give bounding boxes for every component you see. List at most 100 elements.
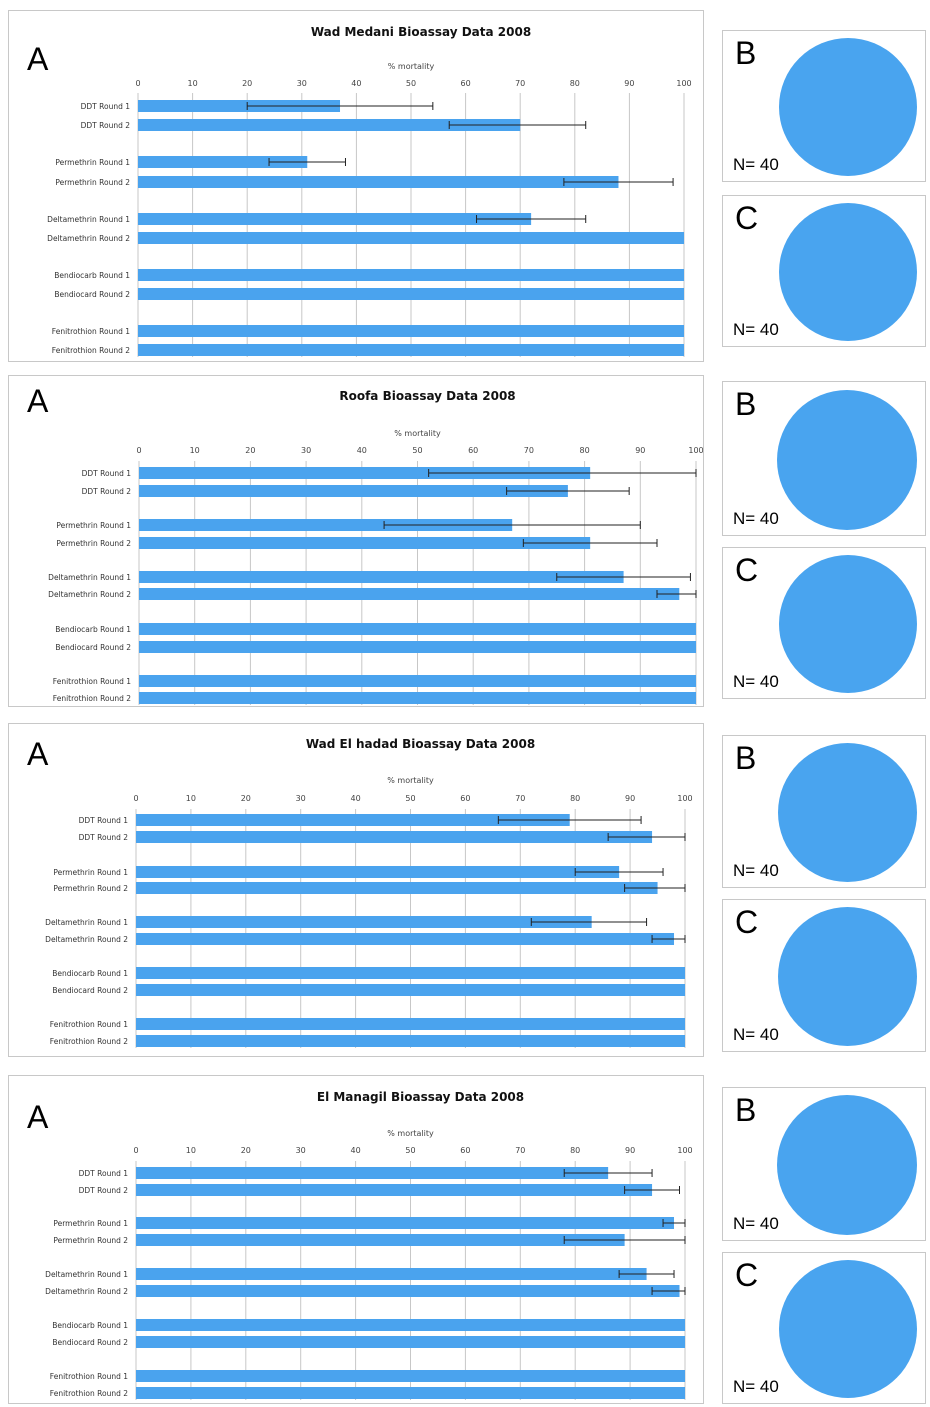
category-label: Deltamethrin Round 1 [47, 215, 130, 224]
category-label: Deltamethrin Round 1 [45, 918, 128, 927]
category-label: Bendiocard Round 2 [54, 290, 130, 299]
bar [138, 176, 619, 188]
x-tick-label: 10 [186, 1146, 196, 1155]
category-label: DDT Round 2 [79, 1186, 129, 1195]
bar [139, 675, 696, 687]
sample-size-label: N= 40 [733, 155, 779, 174]
sample-size-label: N= 40 [733, 509, 779, 528]
panel-letter-b: B [735, 1092, 757, 1128]
pie-chart [777, 389, 917, 530]
bar [138, 344, 684, 356]
pie-panel-c: C N= 40 [722, 1252, 926, 1404]
bar [138, 269, 684, 281]
bar [139, 641, 696, 653]
bar [136, 967, 685, 979]
panel-letter-a: A [27, 1099, 49, 1135]
x-tick-label: 20 [245, 446, 255, 455]
pie-panel-b: B N= 40 [722, 381, 926, 536]
bar [139, 485, 568, 497]
x-tick-label: 90 [624, 79, 634, 88]
pie-chart [779, 203, 917, 341]
panel-letter-b: B [735, 386, 757, 422]
category-label: Permethrin Round 1 [53, 1219, 128, 1228]
category-label: DDT Round 1 [79, 1169, 129, 1178]
x-tick-label: 90 [635, 446, 645, 455]
x-tick-label: 20 [241, 1146, 251, 1155]
x-tick-label: 50 [405, 1146, 415, 1155]
x-tick-label: 60 [460, 794, 470, 803]
bar [136, 916, 592, 928]
panel-letter-a: A [27, 383, 49, 419]
category-label: Permethrin Round 2 [56, 539, 131, 548]
panel-letter-a: A [27, 41, 49, 77]
category-label: DDT Round 2 [79, 833, 129, 842]
bar [136, 831, 653, 843]
x-tick-label: 30 [301, 446, 311, 455]
panel-letter-c: C [735, 552, 759, 588]
bar [139, 588, 680, 600]
x-tick-label: 30 [296, 794, 306, 803]
bar [136, 1319, 685, 1331]
panel-letter-b: B [735, 35, 757, 71]
x-tick-label: 60 [460, 1146, 470, 1155]
category-label: Bendiocarb Round 1 [54, 271, 130, 280]
category-label: Bendiocarb Round 1 [52, 969, 128, 978]
bar [138, 325, 684, 337]
x-tick-label: 70 [515, 79, 525, 88]
bar [138, 288, 684, 300]
bar [136, 1167, 609, 1179]
bar [139, 537, 591, 549]
category-label: Permethrin Round 2 [55, 178, 130, 187]
sample-size-label: N= 40 [733, 320, 779, 339]
x-tick-label: 0 [136, 446, 141, 455]
x-tick-label: 100 [677, 1146, 692, 1155]
x-tick-label: 10 [190, 446, 200, 455]
bar [136, 1370, 685, 1382]
sample-size-label: N= 40 [733, 861, 779, 880]
bar [139, 623, 696, 635]
bar [136, 1184, 653, 1196]
pie-panel-b: B N= 40 [722, 30, 926, 182]
bar [136, 1268, 647, 1280]
category-label: DDT Round 2 [82, 487, 132, 496]
chart-title: Wad Medani Bioassay Data 2008 [311, 25, 531, 39]
category-label: Permethrin Round 2 [53, 1236, 128, 1245]
bar [139, 519, 513, 531]
x-tick-label: 50 [412, 446, 422, 455]
x-axis-label: % mortality [387, 1129, 434, 1138]
x-tick-label: 30 [296, 1146, 306, 1155]
sample-size-label: N= 40 [733, 1025, 779, 1044]
pie-panel-c: C N= 40 [722, 547, 926, 699]
panel-letter-c: C [735, 1257, 759, 1293]
x-tick-label: 50 [406, 79, 416, 88]
bar [136, 814, 570, 826]
category-label: Fenitrothion Round 2 [53, 694, 131, 703]
category-label: Bendiocard Round 2 [52, 986, 128, 995]
bar-chart: Wad El hadad Bioassay Data 2008 % mortali… [45, 737, 693, 1048]
category-label: DDT Round 2 [81, 121, 131, 130]
x-tick-label: 20 [241, 794, 251, 803]
x-tick-label: 70 [515, 1146, 525, 1155]
x-tick-label: 10 [188, 79, 198, 88]
bar [136, 882, 658, 894]
x-tick-label: 80 [570, 794, 580, 803]
category-label: Deltamethrin Round 2 [47, 234, 130, 243]
sample-size-label: N= 40 [733, 1214, 779, 1233]
bar [138, 100, 341, 112]
bar [136, 1217, 675, 1229]
category-label: Fenitrothion Round 2 [50, 1389, 128, 1398]
chart-panel: A Wad Medani Bioassay Data 2008 % mortalit… [8, 10, 704, 362]
panel-letter-c: C [735, 200, 759, 236]
pie-chart [779, 38, 917, 176]
bar [136, 984, 685, 996]
category-label: Bendiocard Round 2 [55, 643, 131, 652]
chart-title: El Managil Bioassay Data 2008 [317, 1090, 524, 1104]
x-axis-label: % mortality [394, 429, 441, 438]
x-tick-label: 40 [351, 794, 361, 803]
bar-chart: Wad Medani Bioassay Data 2008 % mortality… [47, 25, 692, 357]
category-label: Permethrin Round 1 [56, 521, 131, 530]
bar [136, 1387, 685, 1399]
bar [139, 692, 696, 704]
x-tick-label: 100 [676, 79, 691, 88]
x-tick-label: 70 [515, 794, 525, 803]
